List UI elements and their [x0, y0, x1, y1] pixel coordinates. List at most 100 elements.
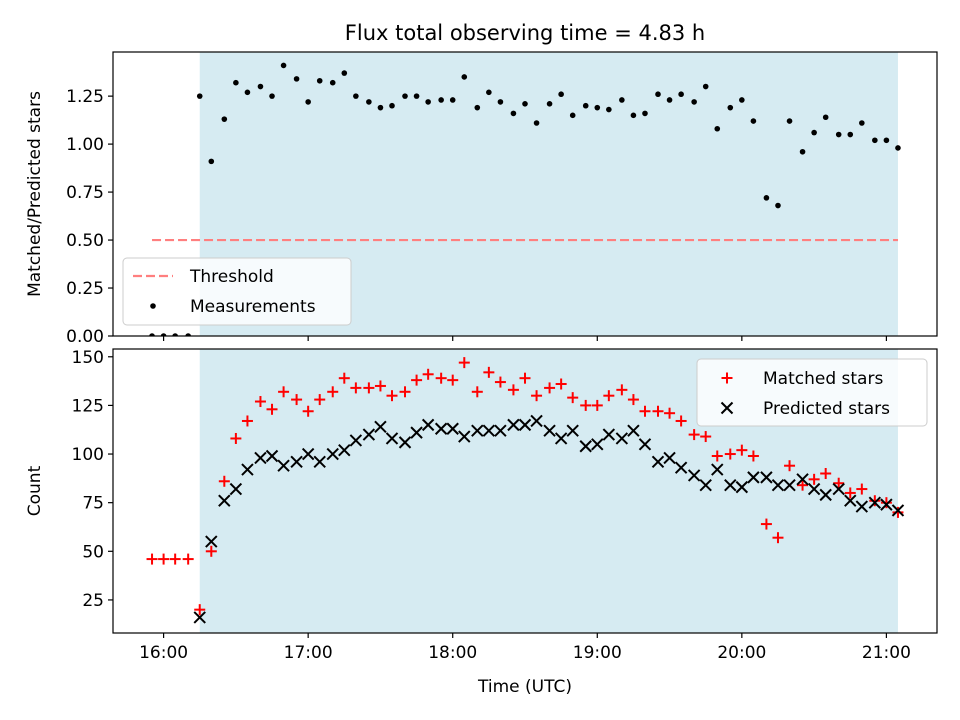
xtick-label: 21:00	[862, 643, 911, 663]
predicted-stars-point-b	[507, 418, 520, 432]
predicted-stars-point-b	[326, 447, 339, 461]
matched-stars-point	[266, 403, 278, 415]
predicted-stars-point-b	[566, 424, 579, 437]
predicted-stars-point	[880, 498, 893, 511]
matched-stars-point	[411, 374, 423, 386]
measurements-point	[702, 83, 709, 90]
measurements-point	[413, 93, 420, 99]
bottom-ytick-label: 50	[82, 542, 104, 562]
measurements-point	[449, 97, 456, 103]
measurements-point	[438, 97, 444, 103]
predicted-stars-point-b	[855, 500, 869, 513]
predicted-stars-point	[796, 473, 809, 486]
measurements-point	[402, 93, 408, 99]
bottom-ytick-label: 100	[72, 445, 104, 465]
xtick-label: 16:00	[139, 643, 188, 663]
measurements-point	[750, 118, 757, 124]
measurements-point	[546, 101, 553, 107]
matched-stars-point	[844, 487, 856, 499]
top-ytick-label: 0.50	[66, 231, 104, 251]
predicted-stars-point	[760, 471, 773, 484]
measurements-point	[316, 77, 323, 84]
predicted-stars-point	[819, 488, 832, 502]
bottom-points	[146, 357, 905, 624]
predicted-stars-point-b	[711, 463, 724, 476]
measurements-point	[257, 83, 264, 90]
predicted-stars-point	[434, 422, 448, 435]
measurements-point	[208, 158, 215, 165]
measurements-point	[533, 120, 540, 126]
matched-stars-point	[314, 394, 326, 406]
top-panel: 0.00 0.25 0.50 0.75 1.00 1.25 Matched/Predicte…	[25, 51, 938, 347]
xtick-label: 19:00	[573, 643, 622, 663]
matched-stars-point	[772, 532, 784, 544]
measurements-point	[763, 195, 770, 201]
matched-stars-point	[146, 553, 158, 565]
measurements-point	[389, 102, 395, 109]
matched-stars-point	[711, 450, 723, 462]
predicted-stars-point	[638, 438, 652, 451]
predicted-stars-point-b	[205, 535, 218, 548]
matched-stars-point	[591, 399, 603, 411]
matched-stars-point	[616, 384, 628, 396]
measurements-point	[655, 91, 661, 98]
predicted-stars-point	[674, 461, 688, 474]
matched-stars-point	[580, 399, 592, 411]
predicted-stars-point-b	[398, 436, 412, 449]
predicted-stars-point	[494, 424, 507, 437]
predicted-stars-point	[615, 432, 629, 445]
measurements-point	[569, 112, 576, 119]
predicted-stars-point	[471, 424, 484, 437]
measurements-point	[366, 99, 372, 105]
matched-stars-point	[471, 386, 483, 398]
predicted-stars-point	[458, 430, 471, 443]
predicted-stars-point	[193, 611, 206, 624]
top-ytick-label: 0.00	[66, 327, 104, 347]
predicted-stars-point-b	[229, 482, 243, 496]
measurements-point	[739, 97, 745, 103]
top-ylabel: Matched/Predicted stars	[25, 91, 45, 297]
measurements-point	[172, 333, 178, 336]
predicted-stars-point	[349, 434, 363, 447]
matched-stars-point	[736, 444, 748, 456]
measurements-point	[149, 333, 155, 336]
predicted-stars-point-b	[265, 449, 279, 463]
predicted-stars-point-b	[543, 424, 556, 437]
matched-stars-point	[747, 450, 759, 462]
measurements-point	[233, 79, 239, 86]
measurements-point	[775, 202, 781, 209]
matched-stars-point	[291, 394, 303, 406]
measurements-point	[594, 104, 601, 111]
measurements-point	[678, 91, 684, 98]
matched-stars-point	[302, 405, 314, 417]
predicted-stars-point	[687, 469, 701, 482]
measurements-point	[244, 89, 251, 96]
matched-stars-point	[386, 390, 398, 402]
predicted-stars-point	[374, 420, 387, 434]
predicted-stars-point-b	[747, 471, 760, 484]
predicted-stars-point-b	[844, 494, 857, 507]
matched-stars-point	[374, 380, 386, 392]
measurements-point	[353, 93, 359, 99]
matched-stars-point	[555, 378, 567, 390]
matched-stars-point	[435, 372, 447, 384]
matched-stars-point	[169, 553, 181, 565]
predicted-stars-point-b	[218, 494, 231, 507]
matched-stars-point	[230, 432, 242, 444]
measurements-point	[786, 118, 793, 124]
predicted-stars-point-b	[290, 455, 303, 469]
legend-threshold-label: Threshold	[189, 267, 274, 287]
measurements-point	[606, 106, 612, 113]
measurements-point	[859, 120, 865, 126]
matched-stars-point	[519, 372, 531, 384]
matched-stars-point	[158, 553, 170, 565]
xlabel: Time (UTC)	[477, 677, 572, 697]
predicted-stars-point	[265, 449, 279, 463]
predicted-stars-point	[554, 432, 568, 445]
predicted-stars-point-b	[591, 438, 604, 451]
predicted-stars-point-b	[301, 447, 315, 461]
predicted-stars-point-b	[638, 438, 652, 451]
matched-stars-point	[218, 475, 230, 487]
measurements-point	[835, 131, 842, 138]
